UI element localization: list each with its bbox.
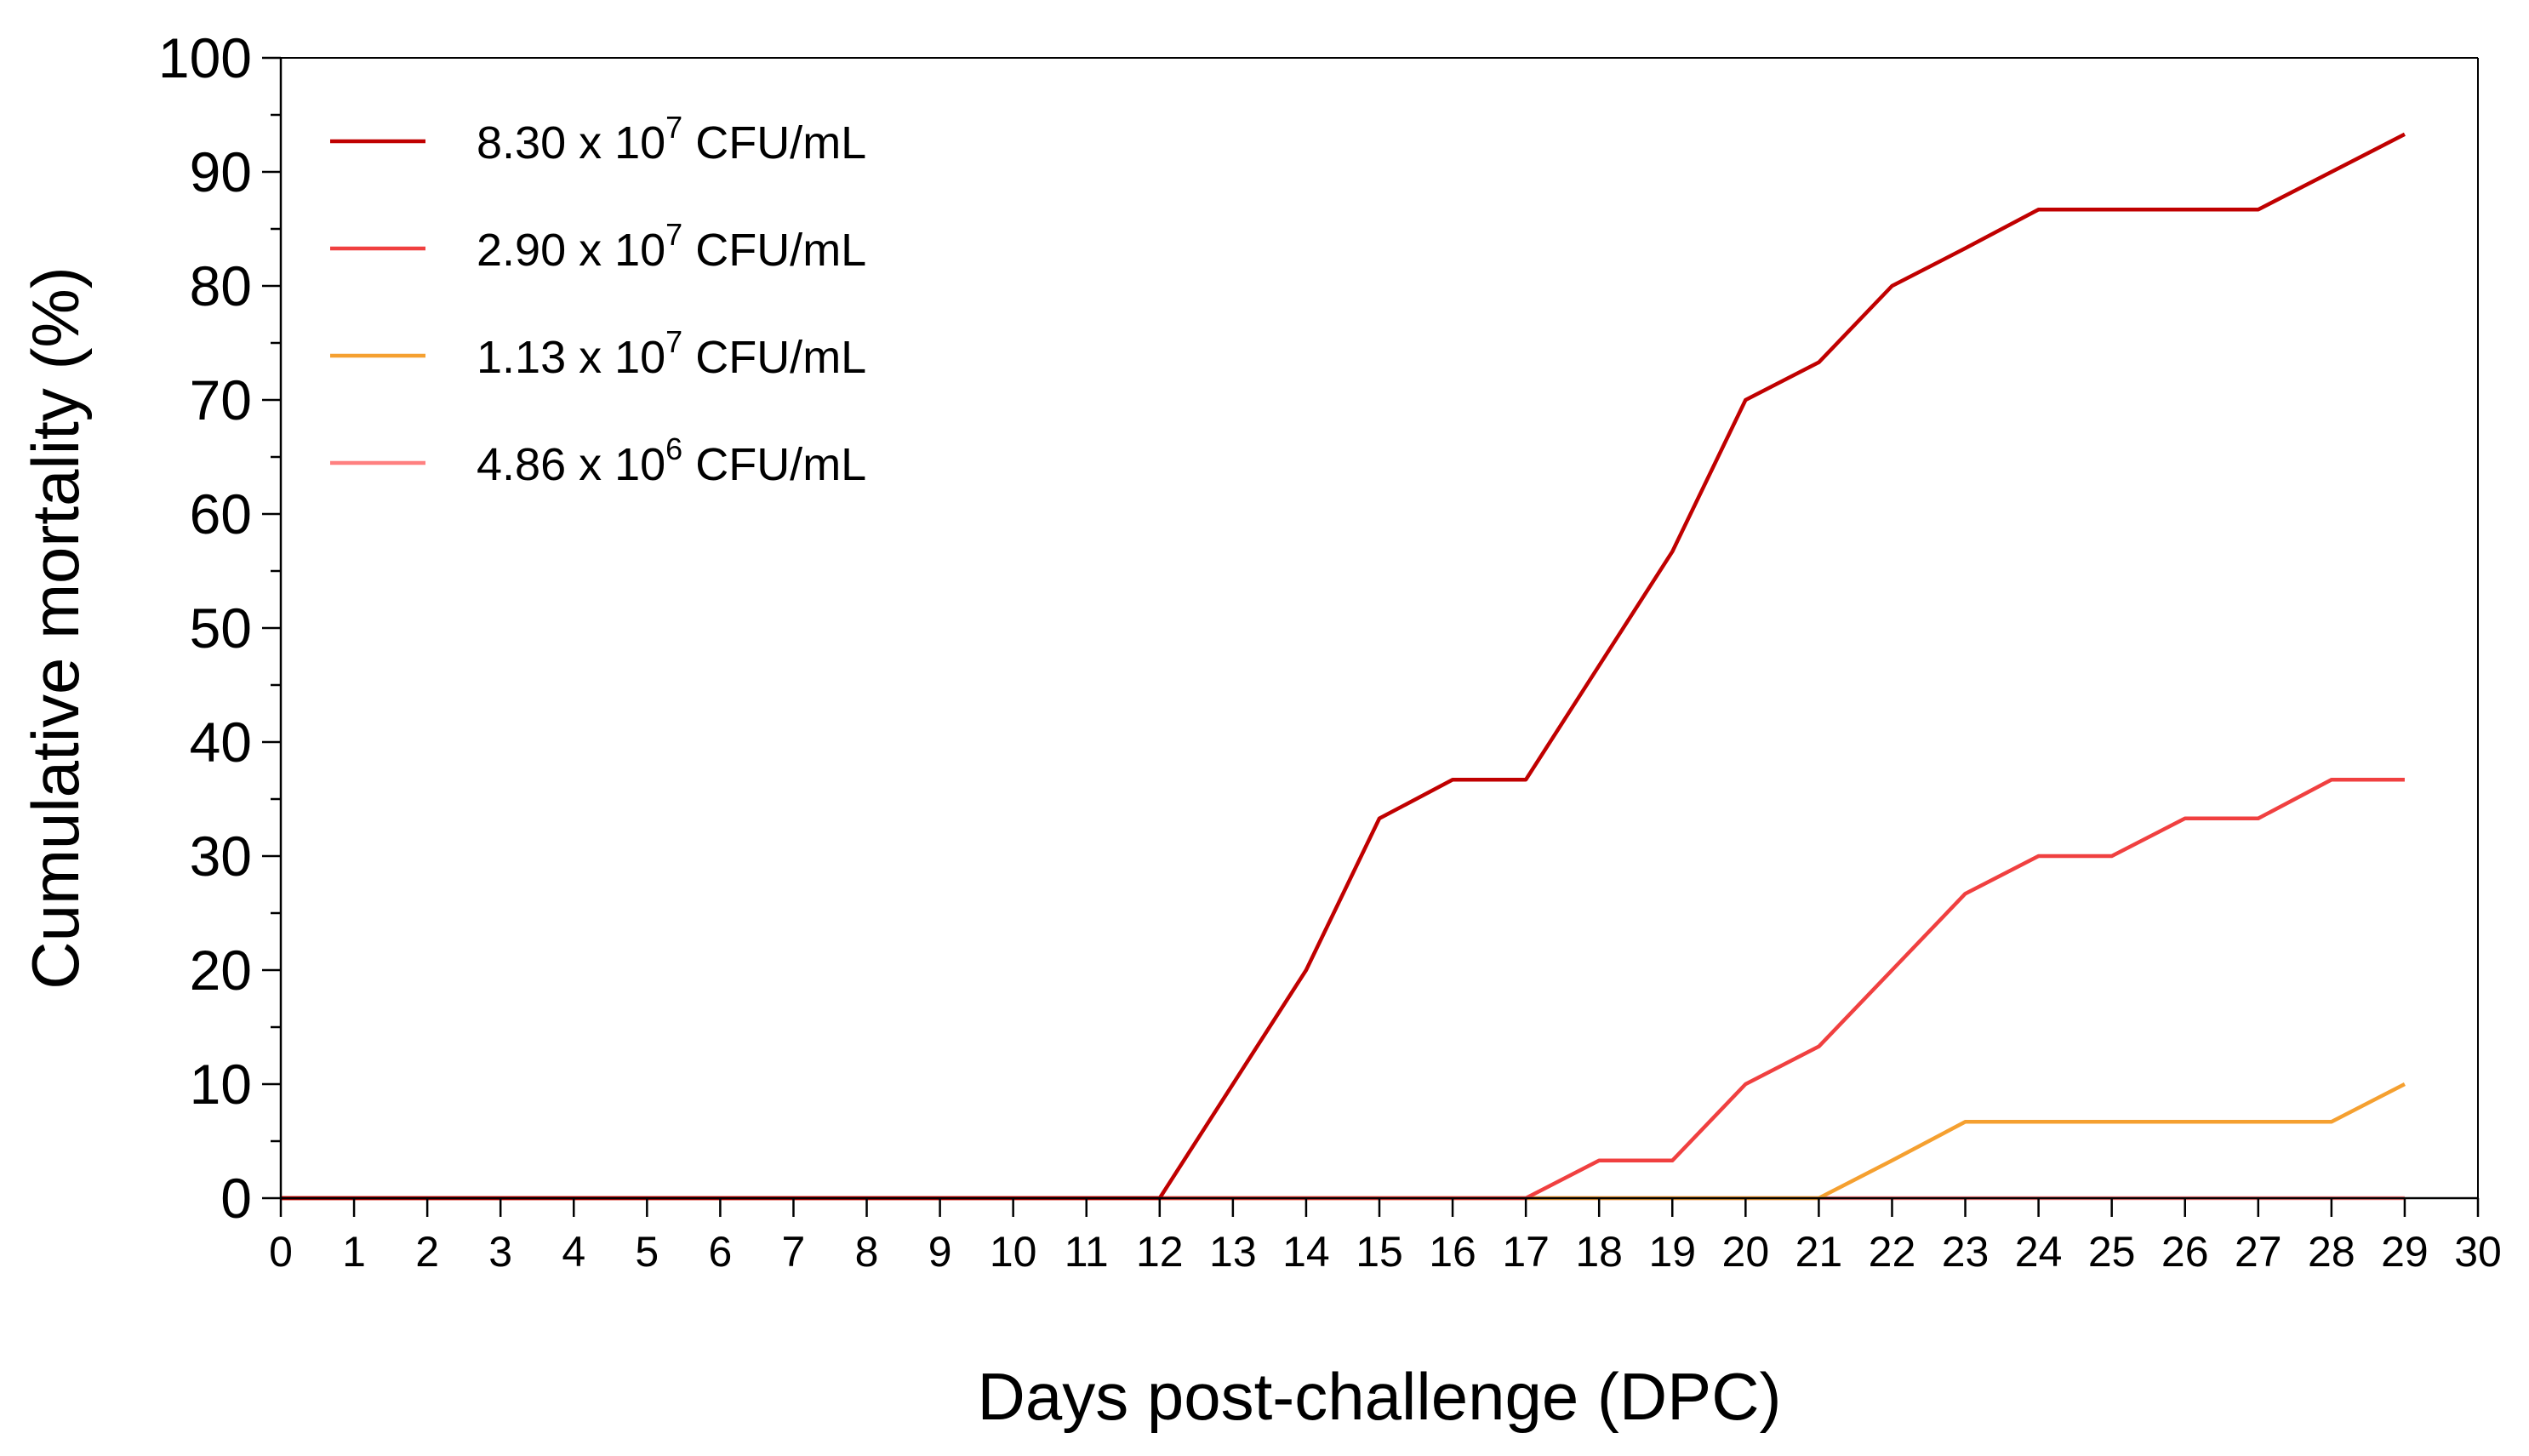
- x-tick-label: 28: [2308, 1228, 2355, 1276]
- series-line-3: [281, 1082, 2406, 1201]
- legend: 8.30 x 107 CFU/mL2.90 x 107 CFU/mL1.13 x…: [330, 110, 866, 490]
- series-layer: [281, 132, 2406, 1201]
- y-axis-title: Cumulative mortality (%): [18, 266, 93, 990]
- y-tick-label: 90: [190, 140, 252, 203]
- x-tick-label: 18: [1575, 1228, 1623, 1276]
- x-tick-label: 14: [1282, 1228, 1330, 1276]
- legend-item-4: 4.86 x 106 CFU/mL: [330, 431, 866, 490]
- y-tick-label: 20: [190, 939, 252, 1002]
- y-tick-label: 50: [190, 597, 252, 659]
- x-tick-label: 3: [488, 1228, 512, 1276]
- plot-frame: [281, 57, 2479, 1198]
- series-line-2: [281, 777, 2405, 1201]
- legend-label-unit: CFU/mL: [682, 332, 866, 383]
- y-tick-label: 0: [220, 1167, 252, 1230]
- y-tick-label: 80: [190, 254, 252, 317]
- x-tick-label: 27: [2235, 1228, 2282, 1276]
- y-tick-label: 60: [190, 482, 252, 545]
- legend-item-3: 1.13 x 107 CFU/mL: [330, 324, 866, 383]
- x-tick-label: 11: [1065, 1228, 1109, 1276]
- x-tick-label: 2: [415, 1228, 439, 1276]
- x-tick-label: 8: [855, 1228, 879, 1276]
- x-tick-label: 30: [2454, 1228, 2502, 1276]
- legend-item-1: 8.30 x 107 CFU/mL: [330, 110, 866, 168]
- legend-label: 1.13 x 107 CFU/mL: [477, 324, 866, 383]
- x-tick-label: 13: [1209, 1228, 1257, 1276]
- x-tick-label: 19: [1648, 1228, 1696, 1276]
- legend-label-exponent: 7: [665, 110, 682, 145]
- x-tick-label: 9: [928, 1228, 952, 1276]
- legend-label-unit: CFU/mL: [682, 117, 866, 168]
- y-tick-label: 10: [190, 1053, 252, 1116]
- x-tick-label: 4: [562, 1228, 585, 1276]
- x-tick-label: 20: [1722, 1228, 1770, 1276]
- x-tick-label: 17: [1502, 1228, 1550, 1276]
- x-axis-title: Days post-challenge (DPC): [977, 1359, 1781, 1434]
- x-tick-label: 5: [635, 1228, 659, 1276]
- legend-label: 2.90 x 107 CFU/mL: [477, 217, 866, 276]
- x-tick-label: 21: [1795, 1228, 1843, 1276]
- x-tick-label: 24: [2015, 1228, 2063, 1276]
- series-line-1: [281, 132, 2406, 1201]
- legend-label-base: 2.90 x 10: [477, 225, 665, 276]
- legend-label-unit: CFU/mL: [682, 439, 866, 490]
- legend-label-base: 1.13 x 10: [477, 332, 665, 383]
- y-axis: 0 10 20 30 40 50 60 70 80 90 100: [158, 26, 283, 1230]
- x-tick-label: 23: [1942, 1228, 1990, 1276]
- x-tick-label: 6: [708, 1228, 732, 1276]
- legend-label-exponent: 7: [665, 324, 682, 359]
- legend-label: 4.86 x 106 CFU/mL: [477, 431, 866, 490]
- x-tick-label: 7: [782, 1228, 806, 1276]
- x-tick-label: 25: [2088, 1228, 2136, 1276]
- x-tick-label: 1: [342, 1228, 366, 1276]
- y-tick-label: 40: [190, 711, 252, 774]
- legend-label-base: 8.30 x 10: [477, 117, 665, 168]
- legend-label-exponent: 7: [665, 217, 682, 252]
- legend-label: 8.30 x 107 CFU/mL: [477, 110, 866, 168]
- x-axis: 0 1 2 3 4 5 6 7 8 9 10 11 12 13 14 15 16 17 18 19 20 21 22 23 24…: [269, 1196, 2502, 1276]
- x-tick-label: 0: [269, 1228, 293, 1276]
- y-tick-label: 100: [158, 26, 252, 89]
- x-tick-label: 26: [2161, 1228, 2209, 1276]
- legend-label-exponent: 6: [665, 431, 682, 466]
- legend-label-unit: CFU/mL: [682, 225, 866, 276]
- x-tick-label: 10: [990, 1228, 1037, 1276]
- legend-item-2: 2.90 x 107 CFU/mL: [330, 217, 866, 276]
- y-tick-label: 70: [190, 368, 252, 431]
- x-tick-label: 12: [1136, 1228, 1184, 1276]
- y-tick-label: 30: [190, 825, 252, 888]
- x-tick-label: 29: [2381, 1228, 2429, 1276]
- legend-label-base: 4.86 x 10: [477, 439, 665, 490]
- x-tick-label: 16: [1429, 1228, 1476, 1276]
- x-tick-label: 22: [1869, 1228, 1916, 1276]
- x-tick-label: 15: [1356, 1228, 1403, 1276]
